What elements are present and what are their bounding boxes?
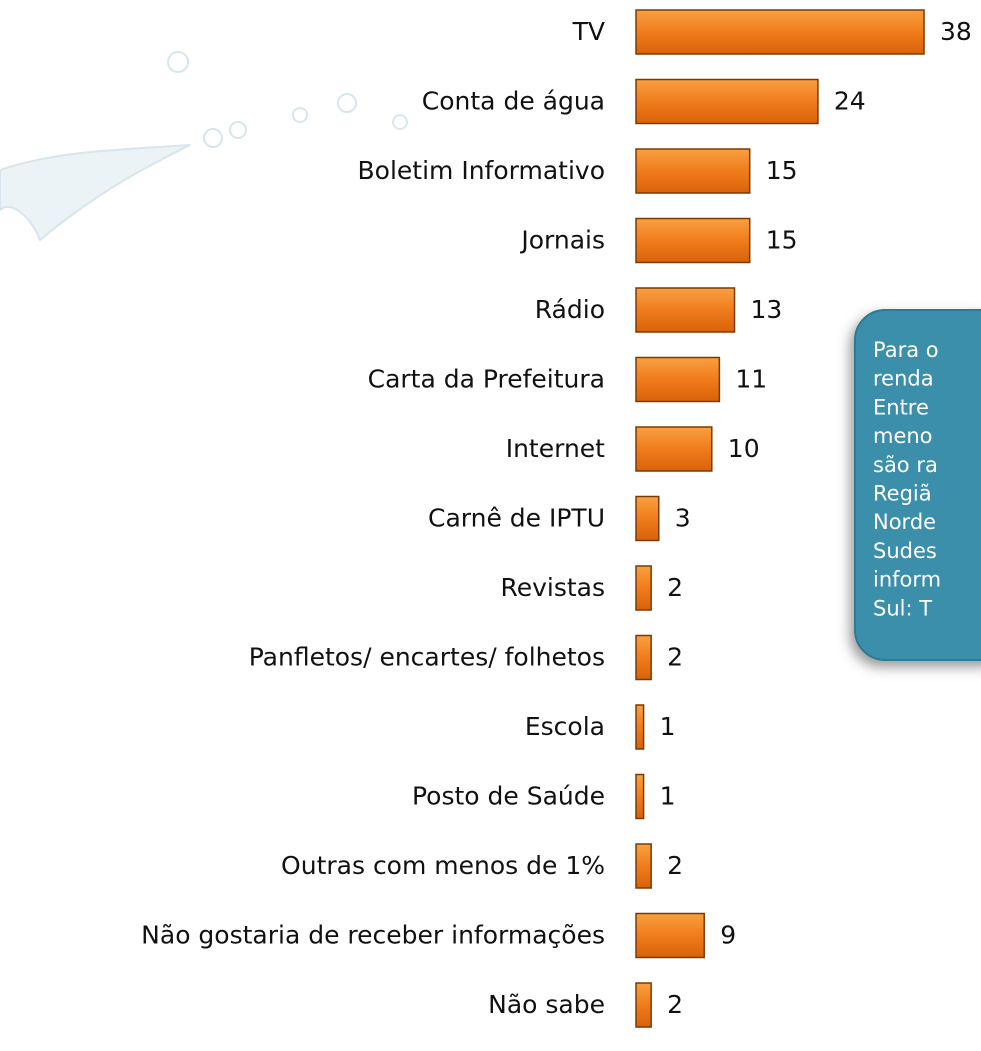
value-label: 24 bbox=[834, 87, 866, 116]
bar bbox=[636, 80, 818, 124]
bar bbox=[636, 636, 651, 680]
value-label: 1 bbox=[660, 712, 676, 741]
category-label: TV bbox=[572, 17, 605, 46]
callout-line: inform bbox=[873, 568, 941, 592]
value-label: 15 bbox=[766, 226, 798, 255]
category-label: Carta da Prefeitura bbox=[368, 365, 605, 394]
bar bbox=[636, 844, 651, 888]
bar bbox=[636, 983, 651, 1027]
bar bbox=[636, 705, 644, 749]
category-label: Posto de Saúde bbox=[412, 782, 605, 811]
category-label: Revistas bbox=[500, 573, 605, 602]
category-label: Conta de água bbox=[422, 87, 605, 116]
value-label: 2 bbox=[667, 851, 683, 880]
bar bbox=[636, 219, 750, 263]
value-label: 2 bbox=[667, 990, 683, 1019]
value-label: 1 bbox=[660, 782, 676, 811]
callout-line: Regiã bbox=[873, 482, 932, 506]
value-label: 2 bbox=[667, 643, 683, 672]
bar bbox=[636, 427, 712, 471]
category-label: Internet bbox=[506, 434, 605, 463]
callout-line: Para o bbox=[873, 338, 939, 362]
callout-line: são ra bbox=[873, 453, 938, 477]
bar bbox=[636, 775, 644, 819]
category-label: Boletim Informativo bbox=[358, 156, 606, 185]
value-label: 3 bbox=[675, 504, 691, 533]
value-label: 38 bbox=[940, 17, 972, 46]
category-label: Jornais bbox=[519, 226, 605, 255]
category-label: Não gostaria de receber informações bbox=[141, 921, 605, 950]
callout-line: Sudes bbox=[873, 539, 937, 563]
callout-line: Norde bbox=[873, 510, 936, 534]
water-decoration bbox=[0, 52, 407, 240]
bar bbox=[636, 497, 659, 541]
bars: TV 38 Conta de água 24 Boletim Informativo 15… bbox=[141, 10, 972, 1027]
page: {"chart_data": {"type": "bar", "orientat… bbox=[0, 0, 981, 1051]
value-label: 11 bbox=[735, 365, 767, 394]
value-label: 15 bbox=[766, 156, 798, 185]
chart: Para o renda Entre meno são ra Regiã Norde Sude… bbox=[0, 0, 981, 1051]
value-label: 2 bbox=[667, 573, 683, 602]
category-label: Escola bbox=[525, 712, 605, 741]
value-label: 10 bbox=[728, 434, 760, 463]
category-label: Carnê de IPTU bbox=[428, 504, 605, 533]
callout-line: Entre bbox=[873, 395, 929, 419]
category-label: Outras com menos de 1% bbox=[281, 851, 605, 880]
bar bbox=[636, 358, 719, 402]
bar bbox=[636, 149, 750, 193]
value-label: 9 bbox=[720, 921, 736, 950]
bar bbox=[636, 566, 651, 610]
category-label: Panfletos/ encartes/ folhetos bbox=[249, 643, 605, 672]
callout-line: meno bbox=[873, 424, 933, 448]
bar bbox=[636, 10, 924, 54]
callout-line: Sul: T bbox=[873, 596, 932, 620]
bar bbox=[636, 914, 704, 958]
category-label: Rádio bbox=[535, 295, 605, 324]
value-label: 13 bbox=[751, 295, 783, 324]
callout-line: renda bbox=[873, 367, 934, 391]
category-label: Não sabe bbox=[488, 990, 605, 1019]
bar bbox=[636, 288, 735, 332]
